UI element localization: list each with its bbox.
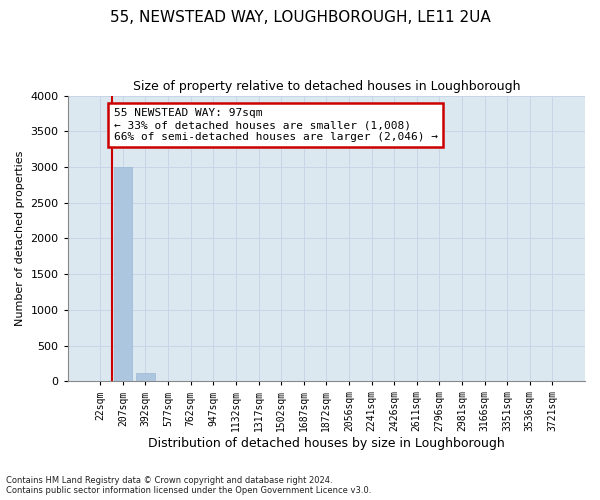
Text: 55, NEWSTEAD WAY, LOUGHBOROUGH, LE11 2UA: 55, NEWSTEAD WAY, LOUGHBOROUGH, LE11 2UA (110, 10, 490, 25)
X-axis label: Distribution of detached houses by size in Loughborough: Distribution of detached houses by size … (148, 437, 505, 450)
Text: Contains HM Land Registry data © Crown copyright and database right 2024.
Contai: Contains HM Land Registry data © Crown c… (6, 476, 371, 495)
Bar (136, 372, 155, 382)
Text: 55 NEWSTEAD WAY: 97sqm
← 33% of detached houses are smaller (1,008)
66% of semi-: 55 NEWSTEAD WAY: 97sqm ← 33% of detached… (114, 108, 438, 142)
Title: Size of property relative to detached houses in Loughborough: Size of property relative to detached ho… (133, 80, 520, 93)
Y-axis label: Number of detached properties: Number of detached properties (15, 150, 25, 326)
Bar (114, 167, 132, 382)
